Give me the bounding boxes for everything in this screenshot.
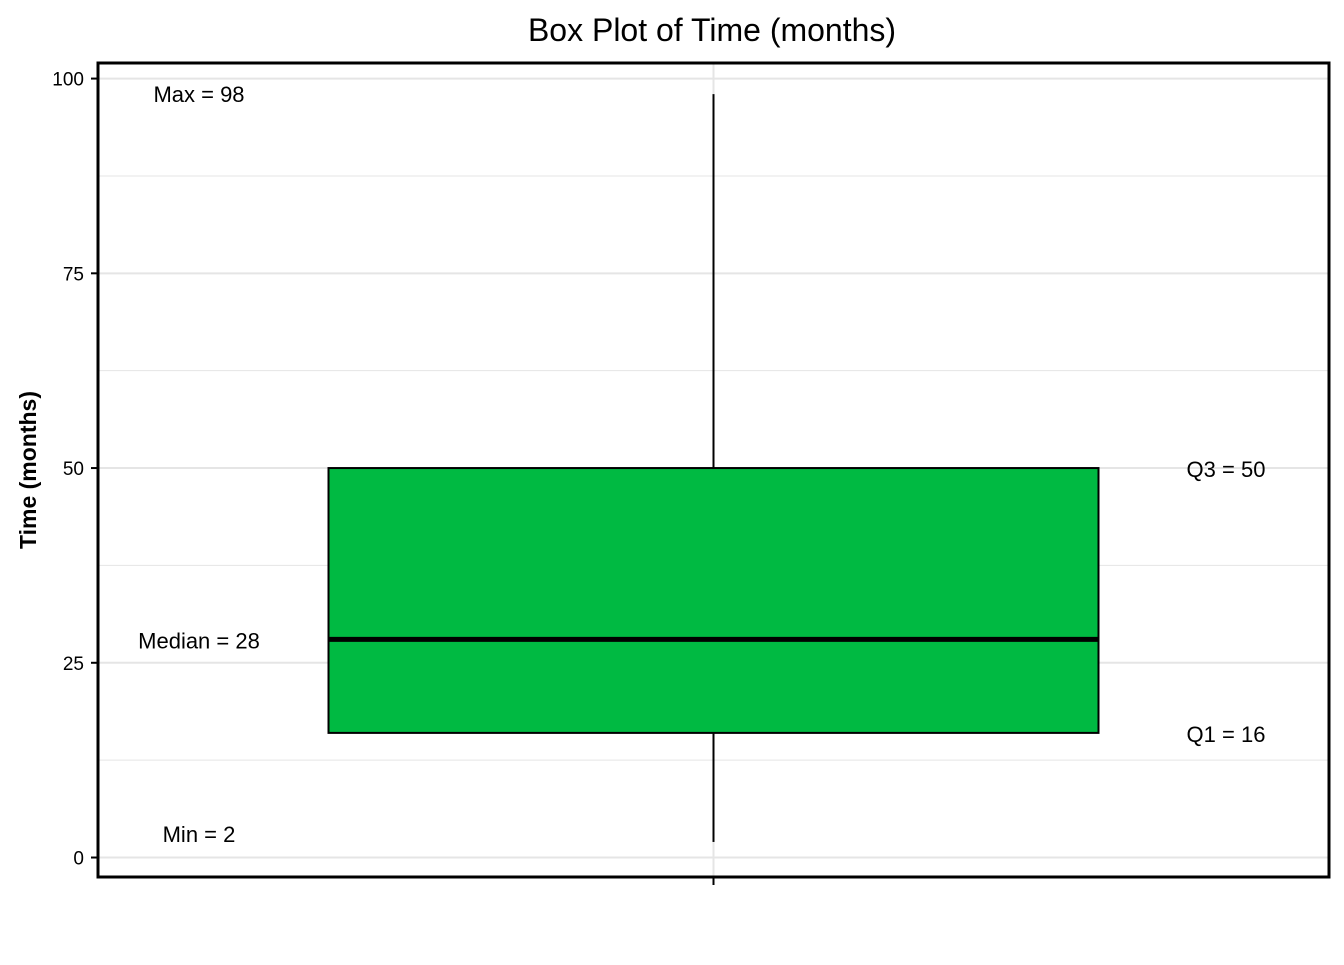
y-tick-label: 100 [52, 70, 84, 91]
annotation-q3: Q3 = 50 [1187, 457, 1266, 482]
y-tick-label: 0 [73, 849, 84, 870]
y-tick-label: 50 [63, 459, 84, 480]
chart-title: Box Plot of Time (months) [528, 12, 896, 48]
annotation-max: Max = 98 [153, 82, 244, 107]
y-tick-label: 75 [63, 264, 84, 285]
annotation-layer: Max = 98 Q3 = 50 Median = 28 Q1 = 16 Min = 2 [138, 82, 1265, 847]
y-axis-label: Time (months) [15, 391, 41, 549]
annotation-q1: Q1 = 16 [1187, 722, 1266, 747]
iqr-box [327, 467, 1100, 734]
axis-layer: 0 25 50 75 100 [52, 70, 715, 885]
y-tick-label: 25 [63, 654, 84, 675]
annotation-min: Min = 2 [163, 822, 236, 847]
box-layer [327, 467, 1100, 734]
annotation-median: Median = 28 [138, 628, 260, 653]
